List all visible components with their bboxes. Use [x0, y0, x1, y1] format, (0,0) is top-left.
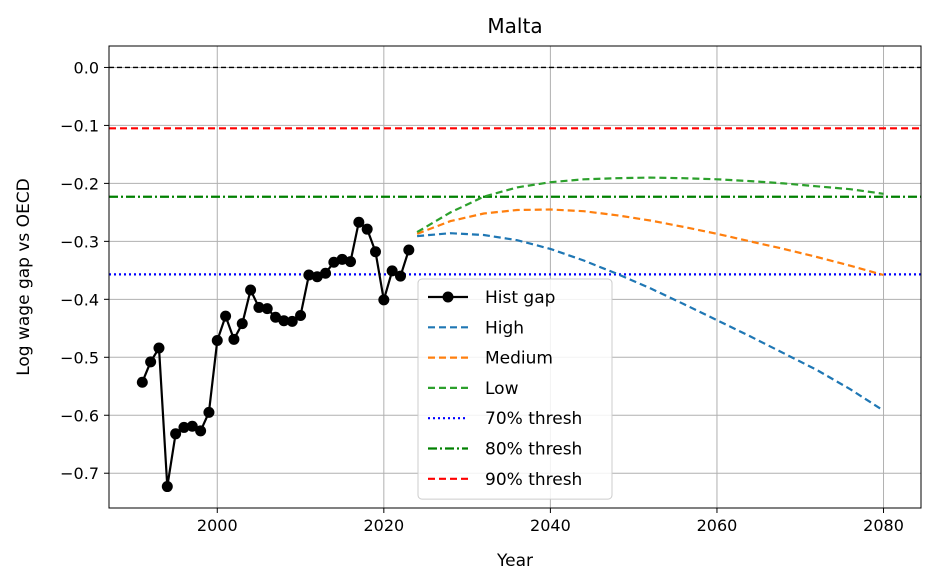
- hist-gap-point: [336, 253, 348, 265]
- scenario-line: [417, 232, 885, 412]
- hist-gap-point: [320, 267, 332, 279]
- hist-gap-point: [145, 356, 157, 368]
- hist-gap-point: [394, 270, 406, 282]
- x-tick-label: 2060: [697, 516, 738, 535]
- scenario-series: [416, 176, 885, 412]
- x-tick-label: 2000: [197, 516, 238, 535]
- x-tick-label: 2020: [363, 516, 404, 535]
- hist-gap-point: [170, 428, 182, 440]
- hist-gap-point: [245, 284, 257, 296]
- y-tick-label: −0.4: [60, 290, 99, 309]
- hist-gap-point: [386, 265, 398, 277]
- hist-gap-point: [211, 334, 223, 346]
- legend-entry-label: 80% thresh: [485, 440, 582, 460]
- hist-gap-point: [345, 256, 357, 268]
- axis-ticks: 2000 2020 2040 2060 2080 0.0 −0.1 −0.2 −0.3 −0.4 −…: [60, 58, 904, 535]
- hist-gap-point: [186, 420, 198, 432]
- hist-gap-point: [270, 311, 282, 323]
- y-tick-label: −0.2: [60, 174, 99, 193]
- plot-frame: [108, 45, 922, 509]
- y-tick-label: −0.6: [60, 406, 99, 425]
- legend-marker: [442, 291, 454, 303]
- chart-title: Malta: [487, 14, 542, 38]
- y-tick-label: −0.5: [60, 348, 99, 367]
- x-tick-label: 2040: [530, 516, 571, 535]
- legend: Hist gap High Medium Low 70% thresh 80% thres…: [417, 278, 613, 500]
- hist-gap-point: [195, 425, 207, 437]
- hist-gap-point: [378, 294, 390, 306]
- hist-gap-point: [311, 271, 323, 283]
- reference-lines: [109, 66, 921, 276]
- hist-gap-point: [253, 301, 265, 313]
- legend-entry-label: 90% thresh: [485, 470, 582, 490]
- hist-gap-point: [328, 256, 340, 268]
- hist-gap-point: [220, 310, 232, 322]
- hist-gap-point: [153, 342, 165, 354]
- hist-gap-point: [261, 303, 273, 315]
- scenario-line: [416, 176, 884, 234]
- legend-box: [417, 278, 613, 500]
- hist-gap-point: [370, 246, 382, 258]
- legend-entry-label: Medium: [485, 349, 553, 369]
- scenario-line: [416, 208, 884, 277]
- y-tick-label: −0.1: [60, 116, 99, 135]
- hist-gap-point: [361, 223, 373, 235]
- hist-gap-point: [303, 269, 315, 281]
- legend-entry-label: 70% thresh: [485, 409, 582, 429]
- hist-gap-point: [228, 333, 240, 345]
- legend-entry-label: Hist gap: [485, 288, 555, 308]
- x-tick-label: 2080: [863, 516, 904, 535]
- hist-gap-point: [353, 216, 365, 228]
- y-tick-label: −0.3: [60, 232, 99, 251]
- hist-gap-point: [286, 315, 298, 327]
- hist-gap-point: [178, 421, 190, 433]
- hist-gap-point: [295, 310, 307, 322]
- hist-gap-point: [403, 244, 415, 256]
- y-tick-label: −0.7: [60, 464, 99, 483]
- hist-gap-point: [161, 481, 173, 493]
- y-axis-label: Log wage gap vs OECD: [14, 178, 34, 376]
- hist-gap-point: [236, 318, 248, 330]
- hist-gap-point: [203, 406, 215, 418]
- hist-gap-point: [278, 315, 290, 327]
- hist-gap-point: [136, 376, 148, 388]
- legend-entry-label: Low: [485, 379, 519, 399]
- x-axis-label: Year: [496, 551, 533, 571]
- historical-series: [136, 216, 415, 493]
- legend-entry-label: High: [485, 318, 524, 338]
- y-tick-label: 0.0: [74, 58, 99, 77]
